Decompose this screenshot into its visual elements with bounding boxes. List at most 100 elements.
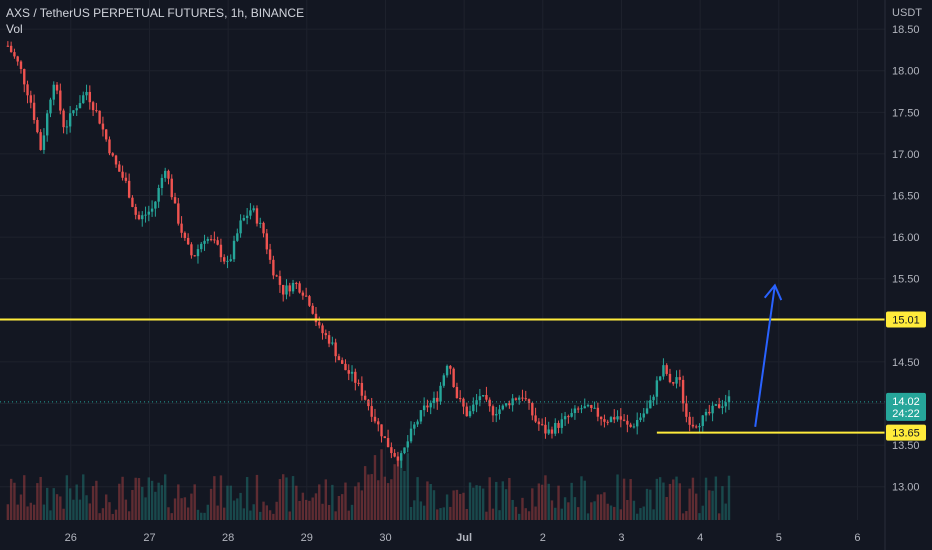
volume-bar (504, 489, 508, 520)
candle-body (111, 153, 114, 156)
x-tick-label: 4 (697, 532, 703, 544)
candle-body (291, 282, 295, 292)
candle-body (639, 417, 642, 421)
volume-bar (131, 489, 134, 520)
candle-body (16, 56, 19, 62)
candle-body (481, 395, 485, 397)
volume-bar (452, 490, 455, 520)
levels[interactable] (0, 318, 885, 434)
candle-body (341, 360, 344, 364)
candle-body (183, 232, 187, 238)
annotation-arrow[interactable] (754, 283, 783, 427)
volume-bar (475, 485, 478, 520)
candle-body (514, 398, 518, 400)
volume-bar (167, 507, 170, 520)
volume-bar (655, 478, 659, 520)
volume-bar (577, 507, 580, 520)
candle-body (383, 436, 387, 439)
candle-body (32, 102, 36, 121)
candle-body (334, 342, 337, 357)
candle-body (681, 379, 685, 404)
candle-body (255, 208, 259, 224)
volume-bar (632, 500, 636, 520)
candle-body (196, 249, 200, 257)
candle-body (642, 413, 645, 418)
volume-bar (695, 493, 698, 520)
candle-body (554, 423, 557, 434)
volume-bar (42, 504, 46, 520)
volume-bar (311, 497, 314, 520)
countdown-label: 24:22 (892, 408, 920, 420)
candle-body (72, 110, 75, 114)
candle-body (527, 399, 531, 403)
volume-bar (511, 499, 514, 520)
y-tick-label: 14.50 (892, 357, 920, 369)
volume-bar (114, 509, 118, 520)
volume-bar (622, 478, 626, 520)
candle-body (324, 333, 328, 336)
candle-body (26, 84, 29, 96)
candle-body (144, 214, 147, 216)
candle-body (426, 405, 429, 408)
volume-bar (9, 478, 13, 520)
candle-body (203, 240, 206, 244)
time-axis[interactable]: 26 27 28 29 30 Jul 2 3 4 5 6 (65, 532, 861, 544)
candle-body (672, 382, 675, 384)
volume-bar (72, 499, 75, 520)
volume-bar (229, 485, 232, 520)
candle-body (282, 284, 285, 295)
candle-body (370, 406, 373, 417)
candle-body (652, 396, 655, 401)
volume-bar (390, 479, 393, 520)
candle-body (327, 335, 331, 344)
candle-body (691, 424, 695, 427)
volume-bar (678, 483, 682, 520)
candle-body (380, 424, 383, 437)
candle-body (377, 421, 380, 425)
candle-body (363, 395, 367, 400)
volume-bar (363, 466, 367, 520)
volume-bar (514, 506, 518, 520)
volume-bar (488, 477, 491, 520)
volume-bar (603, 492, 606, 520)
volume-bar (193, 484, 196, 520)
candle-body (347, 370, 350, 374)
candle-body (570, 413, 573, 417)
volume-bar (370, 474, 373, 520)
volume-bar (318, 484, 321, 520)
candle-body (413, 424, 416, 429)
candle-body (547, 429, 550, 434)
candle-body (537, 421, 541, 425)
volume-bar (203, 512, 206, 520)
candle-body (219, 244, 223, 258)
x-tick-label: Jul (456, 532, 472, 544)
volume-bar (717, 513, 721, 520)
volume-bar (101, 508, 105, 520)
candle-body (518, 397, 521, 400)
volume-bar (642, 506, 645, 520)
volume-bar (465, 509, 468, 520)
volume-indicator-label[interactable]: Vol (6, 22, 23, 36)
volume-bar (609, 505, 613, 520)
volume-bar (124, 499, 128, 520)
candle-body (409, 428, 413, 442)
volume-bar (78, 499, 82, 520)
volume-bar (727, 475, 731, 520)
candle-body (173, 197, 177, 204)
candle-body (649, 400, 652, 409)
candle-body (675, 377, 678, 384)
volume-bar (400, 457, 403, 520)
candle-body (557, 423, 560, 428)
x-tick-label: 5 (776, 532, 782, 544)
y-tick-label: 16.00 (892, 232, 920, 244)
volume-bar (32, 504, 36, 520)
volume-bar (534, 506, 537, 520)
candle-body (19, 61, 23, 70)
volume-bar (462, 492, 465, 520)
candle-body (403, 447, 406, 454)
candle-body (714, 404, 718, 406)
volume-bar (472, 487, 475, 520)
y-tick-label: 17.00 (892, 149, 920, 161)
